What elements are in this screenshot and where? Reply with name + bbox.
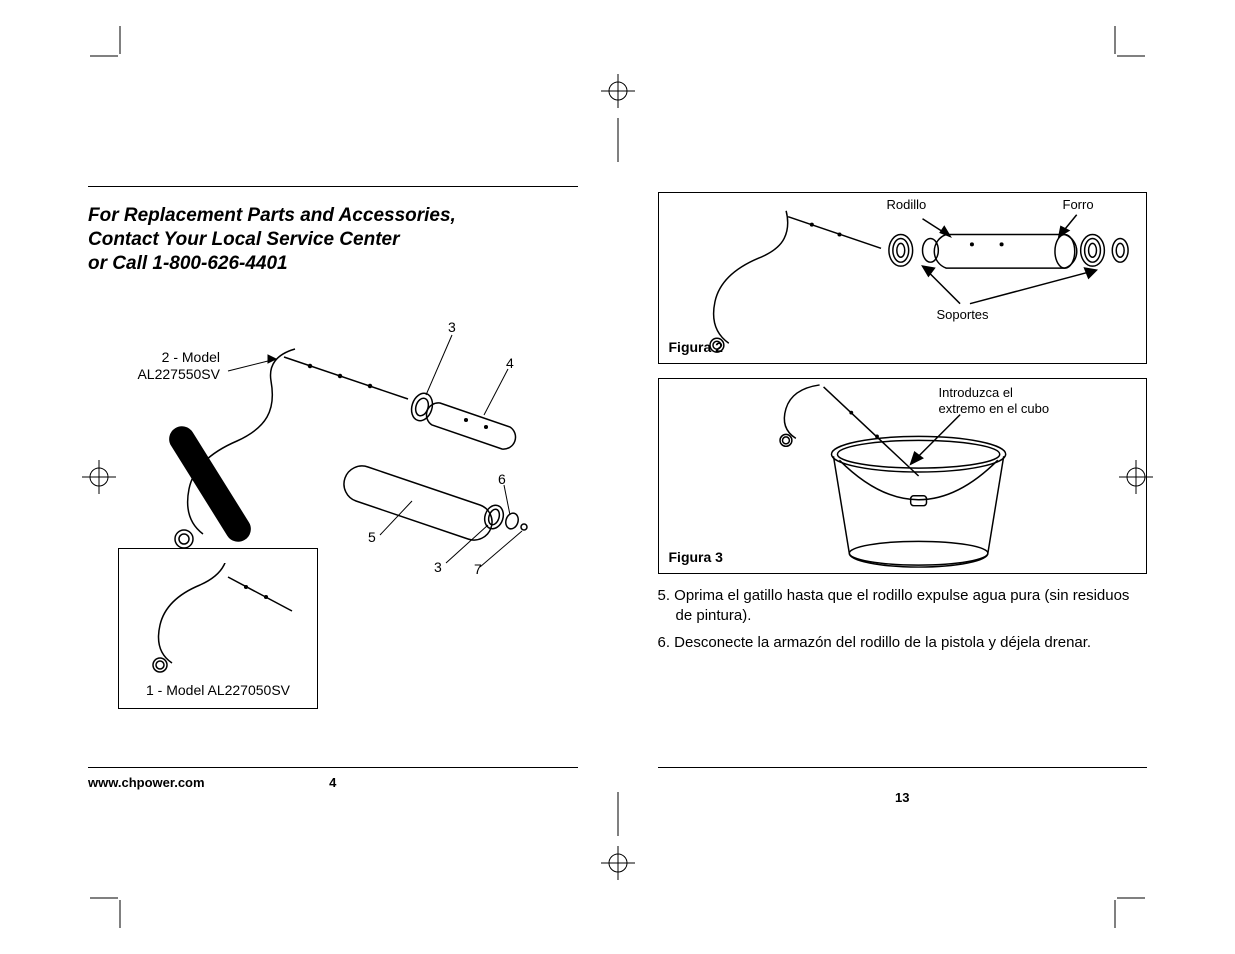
title-block: For Replacement Parts and Accessories, C… — [88, 204, 578, 275]
fig3-caption: Figura 3 — [669, 549, 723, 565]
body-text: 5. Oprima el gatillo hasta que el rodill… — [658, 586, 1148, 653]
label-introduzca: Introduzca elextremo en el cubo — [939, 385, 1050, 416]
callout-7: 7 — [474, 561, 482, 577]
label-forro: Forro — [1063, 197, 1094, 213]
page-spread: For Replacement Parts and Accessories, C… — [48, 48, 1187, 906]
footer-rule-left — [88, 767, 578, 768]
page-right: Rodillo Forro Soportes Figura 2 — [618, 48, 1188, 906]
callout-3a: 3 — [448, 319, 456, 335]
inset-model-box: 1 - Model AL227050SV — [118, 548, 318, 709]
label-rodillo: Rodillo — [887, 197, 927, 213]
fig2-caption: Figura 2 — [669, 339, 723, 355]
step-5: 5. Oprima el gatillo hasta que el rodill… — [658, 586, 1148, 627]
callout-6: 6 — [498, 471, 506, 487]
header-rule-left — [88, 186, 578, 187]
footer-left: www.chpower.com 4 — [88, 775, 578, 790]
label-soportes: Soportes — [937, 307, 989, 323]
figure-3: Introduzca elextremo en el cubo Figura 3 — [658, 378, 1148, 574]
callout-3b: 3 — [434, 559, 442, 575]
callout-model2: 2 - ModelAL227550SV — [116, 349, 220, 383]
title-line1: For Replacement Parts and Accessories, — [88, 204, 578, 228]
figure-2-svg — [659, 193, 1147, 363]
figure-2: Rodillo Forro Soportes Figura 2 — [658, 192, 1148, 364]
callout-5: 5 — [368, 529, 376, 545]
title-line2: Contact Your Local Service Center — [88, 228, 578, 252]
inset-label: 1 - Model AL227050SV — [133, 682, 303, 698]
page-left: For Replacement Parts and Accessories, C… — [48, 48, 618, 906]
figure-3-svg — [659, 379, 1147, 573]
exploded-view: 2 - ModelAL227550SV 3 4 5 3 6 7 — [108, 299, 528, 599]
footer-page-right: 13 — [895, 790, 909, 805]
inset-svg — [134, 563, 302, 675]
callout-4: 4 — [506, 355, 514, 371]
footer-page-left: 4 — [329, 775, 336, 790]
title-line3: or Call 1-800-626-4401 — [88, 252, 578, 276]
step-6: 6. Desconecte la armazón del rodillo de … — [658, 633, 1148, 653]
footer-rule-right — [658, 767, 1148, 768]
